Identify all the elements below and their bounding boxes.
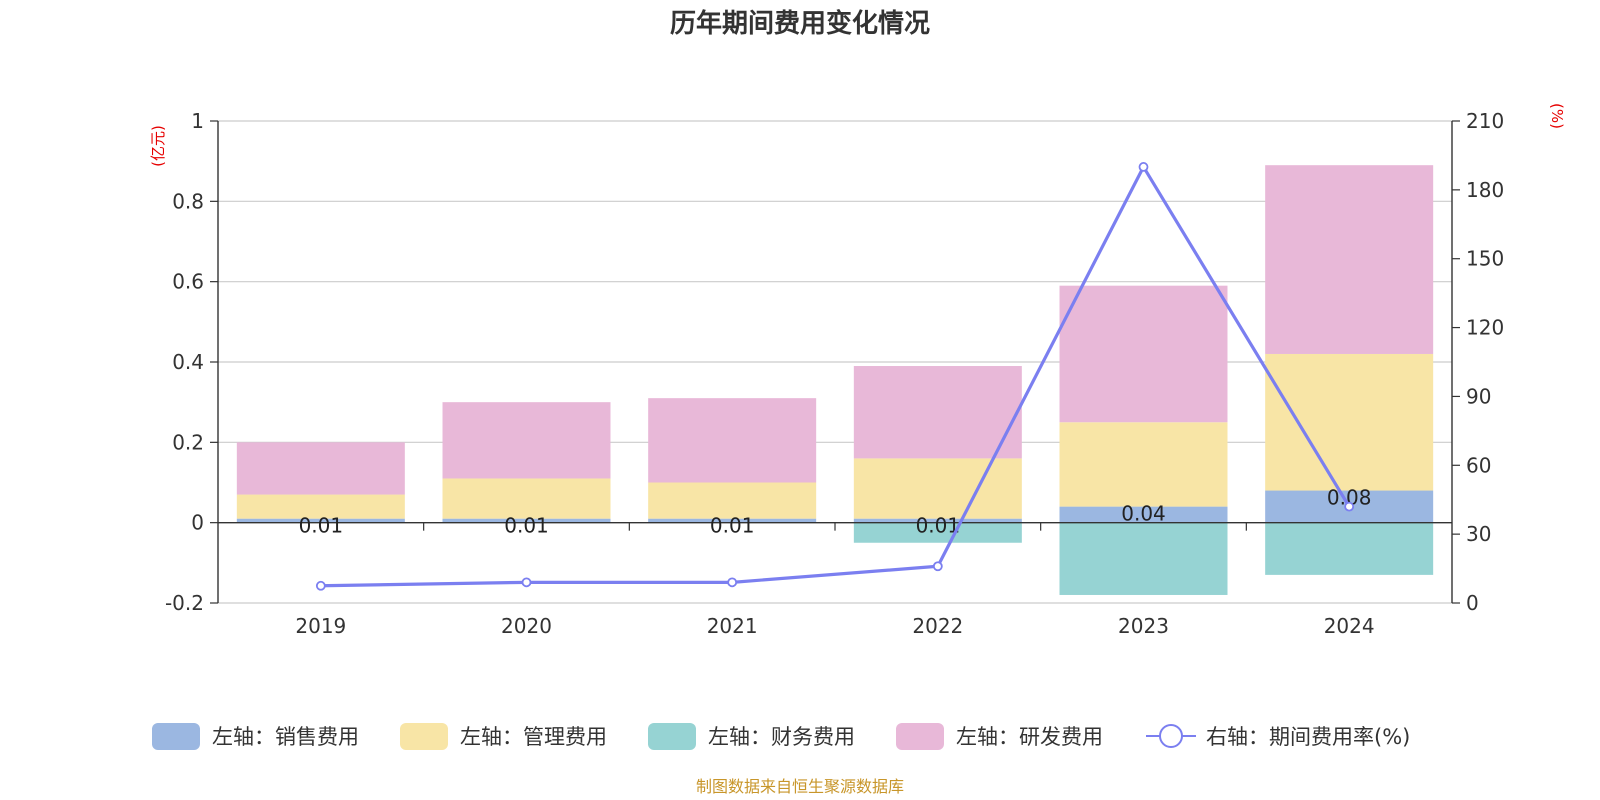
left-tick-label: 1 — [191, 109, 204, 133]
bar-segment — [853, 366, 1022, 459]
axes: -0.2 0 0.2 0.4 0.6 0.8 1 0 30 60 90 120 150 180 210 201… — [165, 109, 1504, 638]
right-tick-label: 60 — [1466, 453, 1491, 477]
right-tick-label: 210 — [1466, 109, 1504, 133]
bar-segment — [442, 402, 611, 479]
bar-value-label: 0.01 — [710, 514, 755, 538]
x-tick-label: 2019 — [295, 614, 346, 638]
bar-segment — [236, 494, 405, 519]
right-tick-label: 30 — [1466, 522, 1491, 546]
legend-label: 左轴：财务费用 — [708, 725, 855, 749]
rate-point — [727, 577, 738, 588]
legend-label: 左轴：研发费用 — [956, 725, 1103, 749]
x-tick-label: 2024 — [1324, 614, 1375, 638]
left-tick-label: 0.4 — [172, 350, 204, 374]
rate-point — [1344, 501, 1355, 512]
rate-point — [315, 580, 326, 591]
bar-segment — [1265, 522, 1434, 575]
legend-swatch — [648, 723, 696, 750]
right-axis-unit: (%) — [1548, 103, 1566, 129]
bar-segment — [648, 482, 817, 519]
bar-segment — [1059, 285, 1228, 423]
left-tick-label: -0.2 — [165, 591, 204, 615]
bar-segment — [442, 478, 611, 519]
bar-value-label: 0.01 — [504, 514, 549, 538]
x-tick-label: 2023 — [1118, 614, 1169, 638]
bar-segment — [236, 518, 405, 523]
bar-value-label: 0.01 — [299, 514, 344, 538]
left-tick-label: 0 — [191, 511, 204, 535]
chart-title: 历年期间费用变化情况 — [670, 8, 930, 39]
legend-label: 右轴：期间费用率(%) — [1206, 725, 1410, 749]
bar-segment — [648, 518, 817, 523]
bar-labels: 0.01 0.01 0.01 0.010.040.08 — [299, 486, 1372, 538]
right-tick-label: 120 — [1466, 316, 1504, 340]
left-tick-label: 0.6 — [172, 270, 204, 294]
right-tick-label: 0 — [1466, 591, 1479, 615]
legend: 左轴：销售费用 左轴：管理费用 左轴：财务费用 左轴：研发费用 右轴：期间费用率(%) — [152, 723, 1410, 750]
right-tick-label: 90 — [1466, 384, 1491, 408]
rate-point — [521, 577, 532, 588]
rate-point — [932, 561, 943, 572]
rate-point — [1138, 162, 1149, 172]
legend-swatch — [896, 723, 944, 750]
bar-segment — [1059, 506, 1228, 523]
left-tick-label: 0.2 — [172, 430, 204, 454]
right-tick-label: 150 — [1466, 247, 1504, 271]
bar-segment — [1265, 165, 1434, 354]
bar-segment — [1059, 522, 1228, 595]
bar-segment — [648, 398, 817, 483]
left-axis-unit: (亿元) — [149, 125, 167, 167]
bar-segment — [442, 518, 611, 523]
x-tick-label: 2021 — [707, 614, 758, 638]
bar-segment — [853, 458, 1022, 519]
legend-label: 左轴：销售费用 — [212, 725, 359, 749]
legend-label: 左轴：管理费用 — [460, 725, 607, 749]
left-tick-label: 0.8 — [172, 189, 204, 213]
bar-segment — [853, 522, 1022, 543]
legend-swatch — [400, 723, 448, 750]
x-tick-label: 2022 — [912, 614, 963, 638]
data-source: 制图数据来自恒生聚源数据库 — [696, 777, 904, 796]
legend-point-swatch — [1159, 724, 1183, 748]
right-tick-label: 180 — [1466, 178, 1504, 202]
legend-swatch — [152, 723, 200, 750]
bar-segment — [236, 442, 405, 495]
rate-line-path — [320, 165, 1351, 588]
rate-line — [315, 162, 1355, 591]
bar-value-label: 0.04 — [1121, 502, 1166, 526]
x-tick-label: 2020 — [501, 614, 552, 638]
bar-segment — [1059, 422, 1228, 507]
bars — [236, 165, 1434, 595]
bar-segment — [853, 518, 1022, 523]
bar-segment — [1265, 353, 1434, 491]
bar-value-label: 0.01 — [916, 514, 961, 538]
